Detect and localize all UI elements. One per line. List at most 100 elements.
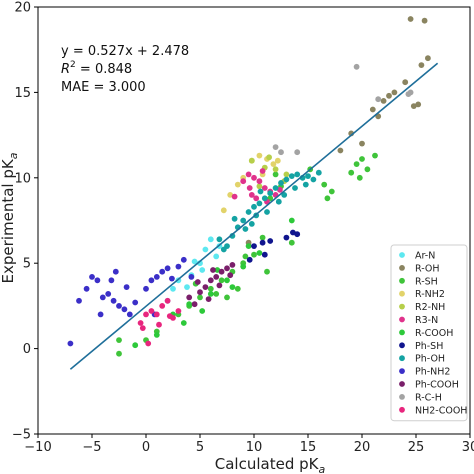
data-point-r-c-h-1 xyxy=(375,96,382,103)
data-point-ph-sh-6 xyxy=(261,251,268,258)
data-point-ph-nh2-2 xyxy=(83,285,90,292)
data-point-r-oh-10 xyxy=(359,140,365,147)
legend-label-ar-n: Ar-N xyxy=(415,251,435,262)
data-point-ph-nh2-9 xyxy=(121,306,128,313)
data-point-r3-n-7 xyxy=(248,192,255,198)
data-point-r-sh-18 xyxy=(348,169,355,176)
data-point-ph-nh2-16 xyxy=(164,265,171,272)
data-point-ph-oh-11 xyxy=(288,173,295,180)
data-point-nh2-cooh-5 xyxy=(164,297,171,304)
data-point-r-oh-0 xyxy=(407,16,414,22)
data-point-nh2-cooh-9 xyxy=(145,340,152,347)
data-point-ph-oh-4 xyxy=(251,203,257,210)
legend-label-r2-nh: R2-NH xyxy=(415,302,445,313)
equation-text: y = 0.527x + 2.478 xyxy=(61,44,189,59)
data-point-r-sh-6 xyxy=(207,285,214,292)
y-tick-label-15: 15 xyxy=(14,86,31,101)
data-point-r3-n-3 xyxy=(256,178,263,185)
data-point-r-oh-14 xyxy=(386,92,392,99)
data-point-r-sh-13 xyxy=(213,291,220,297)
x-tick-label-10: 10 xyxy=(246,440,263,455)
data-point-r-nh2-2 xyxy=(256,152,263,159)
data-point-r-c-h-6 xyxy=(272,144,279,151)
data-point-r-cooh-3 xyxy=(207,291,214,297)
legend-label-r-cooh: R-COOH xyxy=(415,328,453,339)
data-point-r-sh-30 xyxy=(264,268,270,275)
data-point-ar-n-0 xyxy=(170,285,176,292)
data-point-ph-cooh-6 xyxy=(224,265,230,272)
data-point-ph-sh-0 xyxy=(251,243,257,250)
data-point-r-sh-21 xyxy=(321,181,328,188)
data-point-ph-nh2-21 xyxy=(123,284,130,290)
legend-marker-r2-nh xyxy=(399,303,405,310)
data-point-r-sh-0 xyxy=(116,337,122,343)
data-point-ph-nh2-25 xyxy=(112,268,119,275)
data-point-r2-nh-2 xyxy=(272,166,279,173)
data-point-r-c-h-4 xyxy=(294,149,301,156)
legend-marker-ph-nh2 xyxy=(399,368,405,374)
y-axis-label-main: Experimental pK xyxy=(0,158,17,283)
data-point-ph-oh-28 xyxy=(275,198,282,205)
data-point-ph-nh2-18 xyxy=(180,256,187,263)
data-point-r-oh-5 xyxy=(391,89,398,96)
data-point-nh2-cooh-8 xyxy=(156,321,162,328)
data-point-r-sh-31 xyxy=(242,253,249,260)
data-point-nh2-cooh-11 xyxy=(166,313,173,319)
legend-label-r-sh: R-SH xyxy=(415,276,438,287)
x-axis-label-subscript: a xyxy=(318,463,325,474)
data-point-r-cooh-7 xyxy=(288,217,295,224)
data-point-r-sh-10 xyxy=(251,251,257,258)
data-point-r-c-h-3 xyxy=(405,91,412,97)
data-point-ph-nh2-6 xyxy=(105,291,112,297)
data-point-r-sh-28 xyxy=(259,234,266,241)
x-tick-label-0: 0 xyxy=(142,440,150,455)
data-point-r-cooh-9 xyxy=(229,284,236,290)
r-squared-value: = 0.848 xyxy=(76,62,132,77)
data-point-r-oh-3 xyxy=(418,62,425,68)
data-point-r-sh-15 xyxy=(353,161,360,168)
legend-marker-nh2-cooh xyxy=(399,406,405,413)
data-point-ph-oh-9 xyxy=(278,180,284,186)
data-point-ph-oh-3 xyxy=(245,209,252,215)
r-squared-symbol: R xyxy=(61,62,70,77)
data-point-r3-n-2 xyxy=(251,174,257,181)
data-point-r-cooh-6 xyxy=(256,250,263,256)
data-point-ph-oh-8 xyxy=(272,185,279,191)
data-point-ph-cooh-8 xyxy=(191,301,198,308)
data-point-ph-cooh-5 xyxy=(218,268,225,275)
legend-marker-r-nh2 xyxy=(399,290,405,297)
data-point-ph-oh-18 xyxy=(242,226,249,232)
data-point-r2-nh-4 xyxy=(256,183,263,190)
data-point-r-oh-11 xyxy=(337,147,344,154)
data-point-r-nh2-4 xyxy=(234,181,241,188)
data-point-r-oh-13 xyxy=(415,101,422,108)
data-point-r-nh2-9 xyxy=(220,207,227,214)
legend-marker-ph-oh xyxy=(399,355,405,362)
legend-marker-r-c-h xyxy=(399,394,405,400)
x-tick-label--10: −10 xyxy=(24,440,51,455)
data-point-ph-oh-6 xyxy=(261,195,268,202)
data-point-r-oh-2 xyxy=(425,55,431,62)
data-point-ph-oh-23 xyxy=(302,181,309,188)
data-point-r-sh-12 xyxy=(224,294,230,301)
data-point-ph-oh-21 xyxy=(281,192,288,198)
data-point-ar-n-4 xyxy=(202,246,209,253)
legend-marker-r-cooh xyxy=(399,329,405,336)
data-point-ph-oh-10 xyxy=(283,176,290,183)
data-point-ph-nh2-12 xyxy=(143,285,149,292)
data-point-r-cooh-11 xyxy=(180,320,187,326)
data-point-r3-n-1 xyxy=(245,171,252,178)
legend-marker-ph-cooh xyxy=(399,381,405,387)
data-point-ph-oh-22 xyxy=(292,185,298,191)
x-tick-label-15: 15 xyxy=(300,440,317,455)
y-axis-label: Experimental pKa xyxy=(0,152,20,283)
data-point-r-sh-20 xyxy=(372,152,378,159)
data-point-ph-oh-14 xyxy=(305,173,311,180)
data-point-r-cooh-12 xyxy=(199,308,206,314)
legend-marker-r3-n xyxy=(399,316,405,323)
data-point-r3-n-8 xyxy=(253,195,260,202)
y-tick-label-10: 10 xyxy=(14,171,31,186)
data-point-r-cooh-2 xyxy=(186,301,193,308)
data-point-r-cooh-10 xyxy=(132,342,139,349)
data-point-r-cooh-4 xyxy=(224,277,230,284)
